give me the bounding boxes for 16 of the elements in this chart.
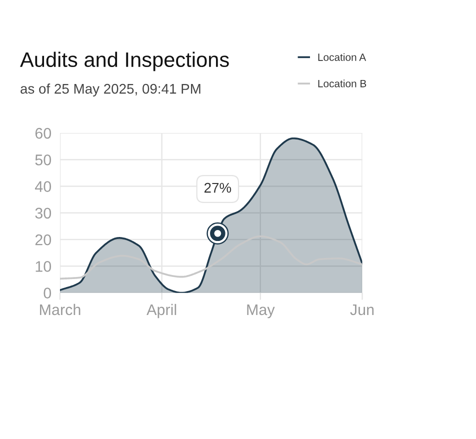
y-tick-label: 30	[35, 208, 52, 219]
legend-label: Location A	[318, 53, 366, 61]
annotation: 27%	[204, 182, 232, 193]
y-tick-label: 40	[35, 181, 52, 192]
y-tick-label: 20	[35, 234, 52, 246]
y-tick-label: 0	[44, 288, 52, 298]
y-tick-label: 60	[35, 128, 52, 139]
x-tick-label: March	[40, 304, 80, 316]
y-tick-label: 10	[36, 261, 52, 272]
x-tick-label: May	[247, 304, 275, 318]
x-tick-label: Jun	[350, 304, 374, 316]
x-tick-label: April	[146, 304, 176, 318]
chart-title: Audits and Inspections	[20, 52, 229, 72]
y-tick-label: 50	[35, 154, 52, 166]
chart-subtitle: as of 25 May 2025, 09:41 PM	[20, 84, 200, 96]
legend-label: Location B	[318, 80, 366, 88]
